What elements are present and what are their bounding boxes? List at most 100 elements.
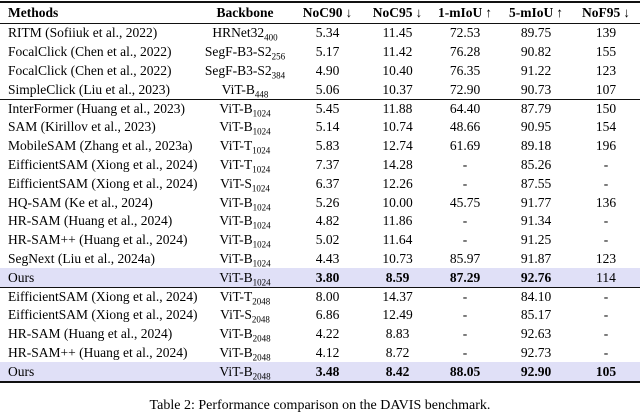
- table-row: FocalClick (Chen et al., 2022) SegF-B3-S…: [0, 62, 640, 81]
- noc95-cell: 11.86: [382, 213, 413, 229]
- backbone-base: ViT-T: [219, 289, 253, 305]
- noc95-cell: 14.28: [382, 156, 413, 172]
- backbone-cell: ViT-B1024: [200, 232, 290, 250]
- col-header-noc95: NoC95 ↓: [365, 5, 430, 21]
- 5-miou-cell: 90.82: [520, 44, 552, 60]
- noc90-cell: 7.37: [315, 156, 340, 172]
- method-cell: FocalClick (Chen et al., 2022): [8, 44, 172, 60]
- backbone-cell: SegF-B3-S2256: [200, 44, 290, 62]
- table-row: EifficientSAM (Xiong et al., 2024) ViT-S…: [0, 174, 640, 193]
- 5-miou-cell: 84.10: [520, 289, 552, 305]
- method-cell: Ours: [8, 363, 35, 379]
- backbone-base: ViT-B: [219, 194, 253, 210]
- table-row: InterFormer (Huang et al., 2023) ViT-B10…: [0, 99, 640, 118]
- noc95-cell: 11.42: [382, 44, 413, 60]
- col-label: 5-mIoU: [509, 5, 554, 20]
- col-label: NoC90: [302, 5, 343, 20]
- 1-miou-cell: 72.90: [449, 81, 481, 97]
- noc95-cell: 12.26: [382, 175, 413, 191]
- backbone-cell: ViT-S2048: [200, 307, 290, 324]
- noc90-cell: 4.82: [315, 213, 340, 229]
- backbone-cell: ViT-S1024: [200, 176, 290, 193]
- backbone-cell: ViT-B1024: [200, 101, 290, 119]
- backbone-cell: ViT-B2048: [200, 363, 290, 382]
- table-header-row: Methods Backbone NoC90 ↓ NoC95 ↓ 1-mIoU ↑ 5…: [0, 1, 640, 24]
- backbone-resolution-subscript: 2048: [252, 296, 271, 307]
- up-arrow-icon: ↑: [556, 5, 563, 20]
- backbone-base: ViT-B: [219, 269, 253, 285]
- method-cell: EifficientSAM (Xiong et al., 2024): [8, 289, 198, 305]
- 5-miou-cell: 91.87: [520, 250, 552, 266]
- 1-miou-cell: 64.40: [449, 101, 481, 117]
- backbone-resolution-subscript: 1024: [252, 108, 271, 119]
- col-header-backbone: Backbone: [216, 5, 274, 20]
- noc95-cell: 11.64: [382, 232, 413, 248]
- backbone-base: SegF-B3-S2: [204, 62, 272, 78]
- 5-miou-cell: 91.25: [520, 232, 552, 248]
- nof95-cell: 150: [595, 101, 617, 117]
- backbone-base: ViT-B: [219, 101, 253, 117]
- table-row: HR-SAM++ (Huang et al., 2024) ViT-B2048 …: [0, 344, 640, 363]
- down-arrow-icon: ↓: [345, 5, 353, 20]
- backbone-cell: ViT-B1024: [200, 269, 290, 287]
- noc95-cell: 10.73: [382, 250, 413, 266]
- noc90-cell: 5.02: [315, 232, 340, 248]
- noc95-cell: 8.42: [385, 363, 410, 379]
- nof95-cell: 105: [595, 363, 617, 379]
- noc95-cell: 10.37: [382, 81, 413, 97]
- table-row: SAM (Kirillov et al., 2023) ViT-B1024 5.…: [0, 118, 640, 137]
- method-cell: EifficientSAM (Xiong et al., 2024): [8, 156, 198, 172]
- col-header-1-miou: 1-mIoU ↑: [430, 5, 500, 21]
- table-row-ours-1024: Ours ViT-B1024 3.80 8.59 87.29 92.76 114: [0, 268, 640, 288]
- down-arrow-icon: ↓: [415, 5, 423, 20]
- col-header-nof95: NoF95 ↓: [572, 5, 640, 21]
- table-bottom-rule: [0, 381, 640, 384]
- table-row: SegNext (Liu et al., 2024a) ViT-B1024 4.…: [0, 250, 640, 269]
- method-cell: FocalClick (Chen et al., 2022): [8, 62, 172, 78]
- table-row: SimpleClick (Liu et al., 2023) ViT-B448 …: [0, 80, 640, 99]
- table-row: HQ-SAM (Ke et al., 2024) ViT-B1024 5.26 …: [0, 193, 640, 212]
- backbone-base: ViT-B: [219, 119, 253, 135]
- 5-miou-cell: 92.90: [520, 363, 552, 379]
- method-cell: RITM (Sofiiuk et al., 2022): [8, 25, 158, 41]
- noc90-cell: 3.80: [315, 269, 340, 285]
- backbone-base: ViT-B: [219, 232, 253, 248]
- 5-miou-cell: 85.17: [520, 307, 552, 323]
- method-cell: HR-SAM (Huang et al., 2024): [8, 326, 173, 342]
- backbone-resolution-subscript: 1024: [252, 239, 271, 250]
- method-cell: EifficientSAM (Xiong et al., 2024): [8, 307, 198, 323]
- nof95-cell: -: [603, 289, 609, 305]
- method-cell: HR-SAM++ (Huang et al., 2024): [8, 344, 188, 360]
- nof95-cell: -: [603, 213, 609, 229]
- backbone-cell: ViT-B2048: [200, 326, 290, 344]
- backbone-cell: ViT-B2048: [200, 345, 290, 363]
- nof95-cell: 196: [595, 138, 617, 154]
- noc95-cell: 14.37: [382, 289, 413, 305]
- nof95-cell: -: [603, 232, 609, 248]
- 5-miou-cell: 89.75: [520, 25, 552, 41]
- noc90-cell: 5.45: [315, 101, 340, 117]
- backbone-resolution-subscript: 2048: [252, 333, 271, 344]
- backbone-resolution-subscript: 2048: [252, 371, 271, 382]
- 1-miou-cell: 72.53: [449, 25, 481, 41]
- method-cell: SimpleClick (Liu et al., 2023): [8, 81, 170, 97]
- table-row: EifficientSAM (Xiong et al., 2024) ViT-T…: [0, 287, 640, 306]
- method-cell: MobileSAM (Zhang et al., 2023a): [8, 138, 193, 154]
- method-cell: InterFormer (Huang et al., 2023): [8, 101, 185, 117]
- backbone-base: ViT-S: [220, 307, 252, 323]
- 1-miou-cell: -: [462, 156, 468, 172]
- backbone-resolution-subscript: 384: [271, 70, 286, 81]
- noc95-cell: 10.40: [382, 62, 413, 78]
- noc90-cell: 4.22: [315, 326, 340, 342]
- backbone-base: ViT-T: [219, 156, 253, 172]
- backbone-base: ViT-B: [219, 363, 253, 379]
- backbone-resolution-subscript: 256: [271, 51, 286, 62]
- nof95-cell: 123: [595, 250, 617, 266]
- noc90-cell: 5.14: [315, 119, 340, 135]
- nof95-cell: 123: [595, 62, 617, 78]
- backbone-cell: ViT-T1024: [200, 138, 290, 155]
- backbone-resolution-subscript: 2048: [252, 352, 271, 363]
- backbone-base: ViT-T: [219, 138, 253, 154]
- 1-miou-cell: 87.29: [449, 269, 481, 285]
- noc90-cell: 5.06: [315, 81, 340, 97]
